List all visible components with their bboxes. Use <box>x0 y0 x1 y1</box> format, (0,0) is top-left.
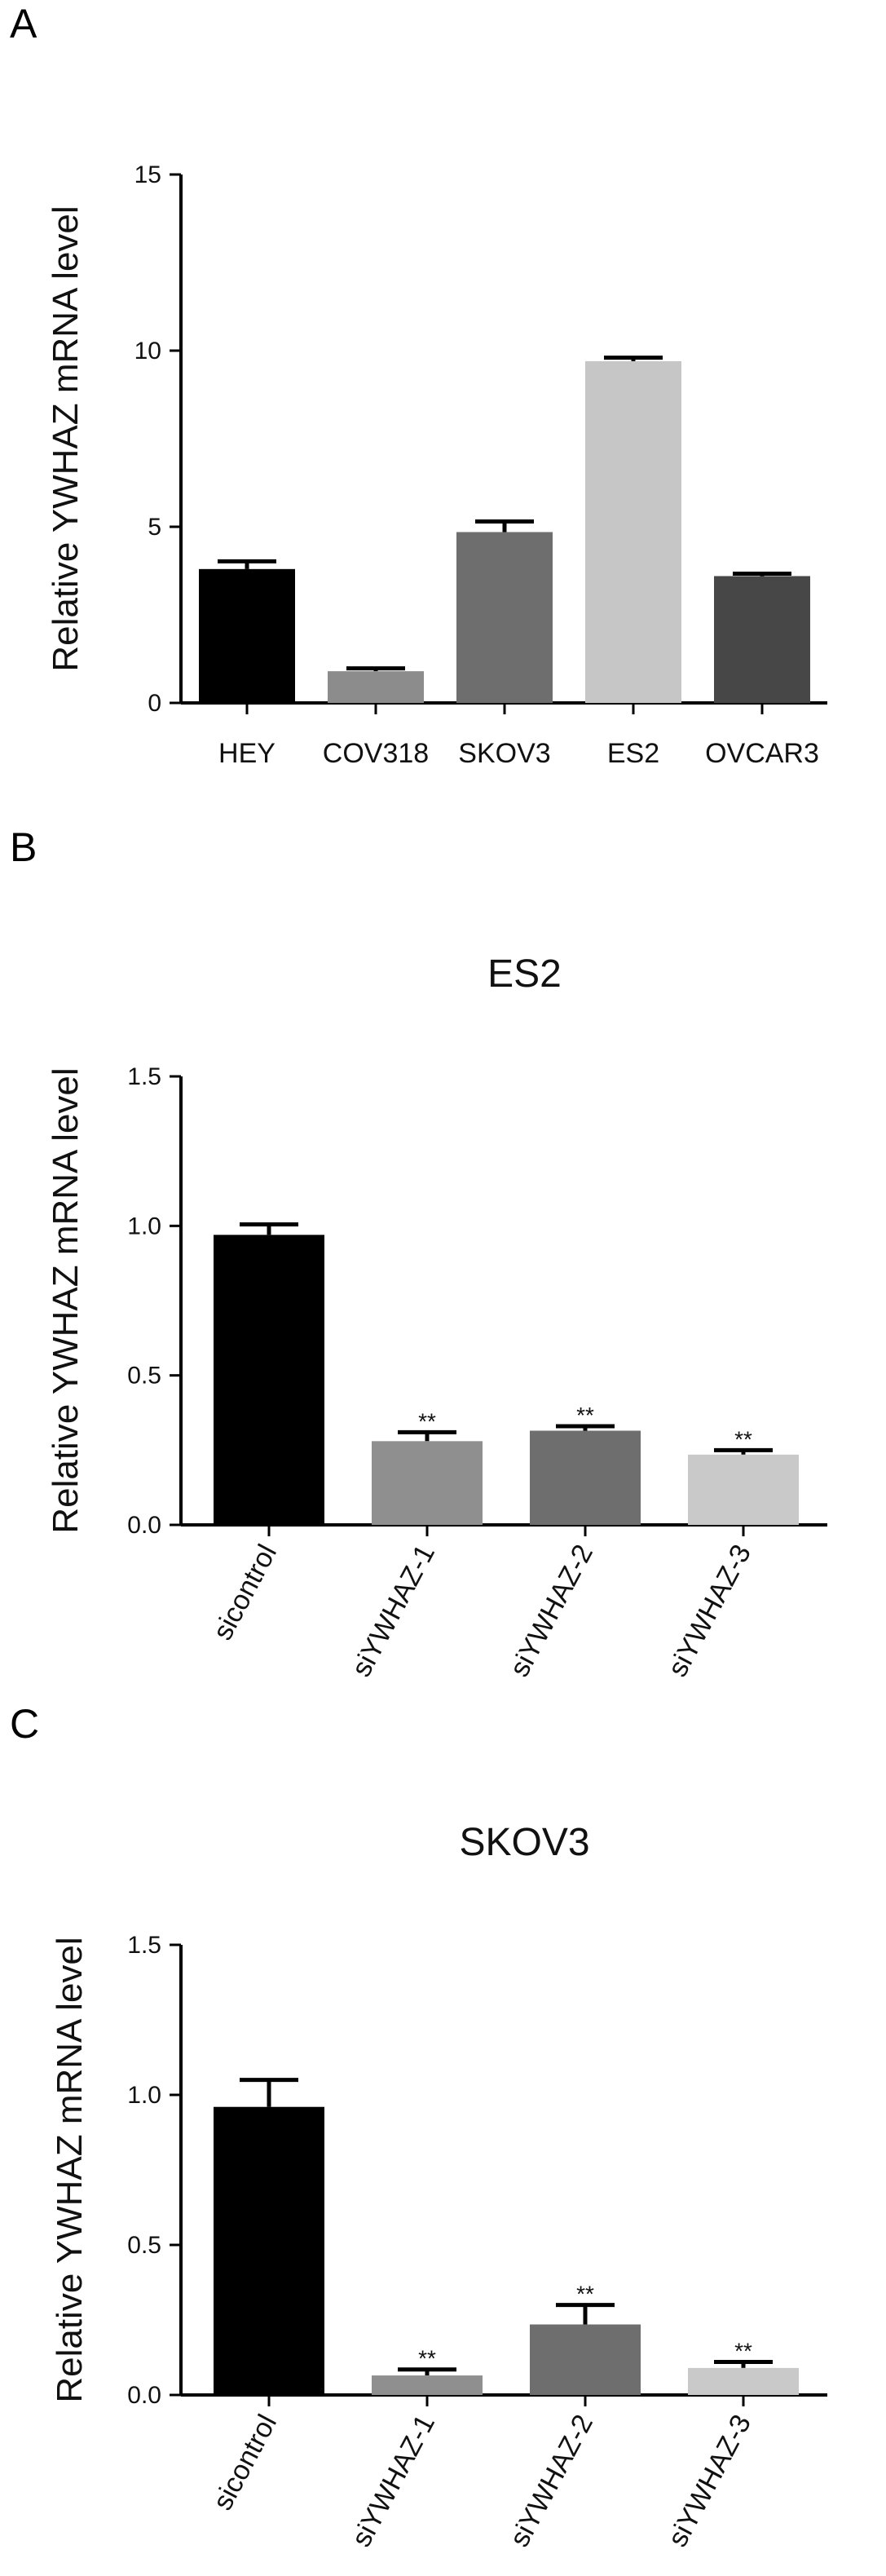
panel-a: A 0 5 10 15 Relative YWHAZ mRNA level HEY COV3… <box>0 0 886 824</box>
x-tick-label: HEY <box>218 738 275 769</box>
x-tick-label: siYWHAZ-2 <box>504 1540 599 1682</box>
bar <box>372 2375 483 2395</box>
x-tick-label: sicontrol <box>207 2410 283 2516</box>
bar-chart-skov3: SKOV3 0.0 0.5 1.0 1.5 Relative YWHAZ mRNA lev… <box>50 1821 827 2552</box>
y-tick-label: 0.0 <box>127 2382 161 2409</box>
y-tick-label: 5 <box>148 514 161 541</box>
significance-marker: ** <box>734 2339 752 2364</box>
bar <box>688 2367 799 2395</box>
panel-b: B ES2 0.0 0.5 1.0 1.5 Relative YWHAZ mRNA lev… <box>0 824 886 1700</box>
bar <box>214 2106 324 2395</box>
bar-chart-es2: ES2 0.0 0.5 1.0 1.5 Relative YWHAZ mRNA level… <box>46 952 827 1682</box>
bar <box>328 671 424 703</box>
bar <box>456 532 553 703</box>
y-axis-label: Relative YWHAZ mRNA level <box>46 1067 86 1533</box>
x-tick-label: siYWHAZ-3 <box>662 1540 757 1682</box>
bar <box>714 576 810 703</box>
bar <box>585 360 681 703</box>
y-tick-label: 1.5 <box>127 1932 161 1959</box>
y-tick-label: 15 <box>134 161 161 188</box>
chart-title: ES2 <box>487 952 562 996</box>
y-tick-label: 0.0 <box>127 1512 161 1539</box>
x-tick-label: OVCAR3 <box>705 738 819 769</box>
bar <box>688 1454 799 1525</box>
y-tick-label: 0.5 <box>127 1363 161 1390</box>
panel-c: C SKOV3 0.0 0.5 1.0 1.5 Relative YWHAZ mRNA l… <box>0 1700 886 2576</box>
x-tick-label: SKOV3 <box>458 738 550 769</box>
panel-letter: C <box>10 1701 40 1747</box>
chart-title: SKOV3 <box>459 1821 589 1864</box>
bar <box>214 1235 324 1525</box>
x-tick-label: siYWHAZ-3 <box>662 2410 757 2552</box>
x-tick-label: siYWHAZ-2 <box>504 2410 599 2552</box>
bar <box>530 1430 641 1525</box>
panel-letter: A <box>10 1 37 46</box>
y-tick-label: 1.0 <box>127 1213 161 1239</box>
panel-letter: B <box>10 824 37 870</box>
bar <box>530 2324 641 2395</box>
significance-marker: ** <box>576 1403 594 1428</box>
x-tick-label: sicontrol <box>207 1540 283 1646</box>
significance-marker: ** <box>734 1426 752 1451</box>
y-tick-label: 0 <box>148 690 161 717</box>
y-tick-label: 10 <box>134 338 161 365</box>
x-tick-label: siYWHAZ-1 <box>346 2410 441 2552</box>
y-tick-label: 1.5 <box>127 1063 161 1090</box>
x-tick-label: ES2 <box>607 738 659 769</box>
significance-marker: ** <box>418 2346 436 2371</box>
significance-marker: ** <box>418 1408 436 1434</box>
bar-chart-cell-lines: 0 5 10 15 Relative YWHAZ mRNA level HEY COV318… <box>46 161 827 769</box>
x-tick-label: COV318 <box>323 738 429 769</box>
x-tick-label: siYWHAZ-1 <box>346 1540 441 1682</box>
y-tick-label: 1.0 <box>127 2082 161 2109</box>
y-axis-label: Relative YWHAZ mRNA level <box>46 205 86 671</box>
y-axis-label: Relative YWHAZ mRNA level <box>50 1937 90 2402</box>
significance-marker: ** <box>576 2282 594 2307</box>
bar <box>199 568 295 703</box>
bar <box>372 1441 483 1525</box>
y-tick-label: 0.5 <box>127 2232 161 2259</box>
